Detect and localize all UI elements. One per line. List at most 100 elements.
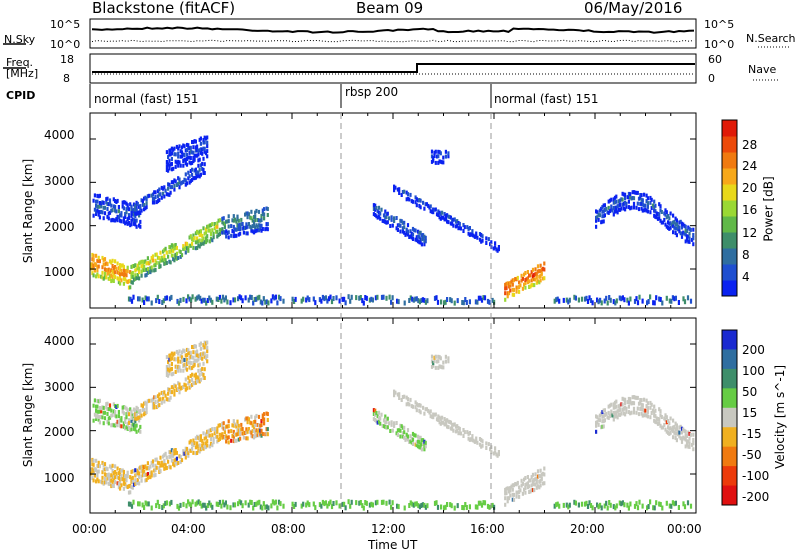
velocity-ground-cell bbox=[341, 501, 344, 507]
velocity-ground-cell bbox=[320, 503, 323, 509]
velocity-cell bbox=[141, 407, 144, 412]
velocity-cell bbox=[235, 432, 238, 437]
power-cell bbox=[175, 245, 178, 250]
power-cell bbox=[177, 176, 180, 181]
power-cell bbox=[415, 238, 418, 243]
power-ground-cell bbox=[240, 295, 243, 301]
power-cell bbox=[454, 219, 458, 224]
velocity-cell bbox=[117, 476, 120, 481]
velocity-cell bbox=[159, 455, 162, 460]
velocity-cell bbox=[381, 423, 384, 428]
power-ground-cell bbox=[217, 297, 220, 302]
velocity-cell bbox=[191, 377, 194, 382]
power-cell bbox=[432, 210, 435, 215]
velocity-cell bbox=[174, 460, 177, 465]
power-cell bbox=[374, 203, 377, 208]
power-cell bbox=[180, 150, 184, 155]
power-cell bbox=[189, 161, 192, 166]
velocity-cell bbox=[193, 362, 196, 367]
velocity-cell bbox=[170, 366, 173, 371]
velocity-cell bbox=[451, 426, 454, 431]
velocity-cell bbox=[665, 415, 668, 420]
velocity-cell bbox=[197, 436, 200, 441]
velocity-cell bbox=[101, 475, 104, 480]
velocity-ground-cell bbox=[350, 499, 353, 505]
power-cell bbox=[106, 271, 109, 276]
power-cell bbox=[627, 199, 630, 204]
power-cell bbox=[448, 215, 451, 219]
power-cell bbox=[265, 226, 268, 231]
velocity-ground-cell bbox=[162, 503, 165, 509]
power-cell bbox=[165, 250, 168, 255]
power-cell bbox=[376, 209, 379, 214]
power-colorbar bbox=[721, 119, 738, 297]
velocity-cell bbox=[692, 432, 695, 437]
power-cell bbox=[533, 277, 536, 282]
power-cell bbox=[199, 242, 202, 247]
velocity-cell bbox=[418, 403, 421, 407]
power-cell bbox=[107, 202, 110, 207]
velocity-cell bbox=[151, 463, 155, 468]
power-cell bbox=[398, 191, 401, 195]
power-cell bbox=[447, 151, 450, 156]
power-ground-cell bbox=[273, 295, 276, 301]
velocity-cell bbox=[539, 483, 542, 488]
power-cell bbox=[257, 209, 261, 214]
velocity-cell bbox=[108, 479, 112, 484]
velocity-ground-cell bbox=[218, 499, 221, 505]
power-cell bbox=[232, 229, 235, 234]
velocity-ground-cell bbox=[318, 502, 321, 508]
velocity-cell bbox=[169, 390, 172, 395]
power-ground-cell bbox=[652, 300, 655, 306]
power-cell bbox=[120, 213, 123, 218]
velocity-cell bbox=[524, 476, 527, 480]
velocity-colorbar-swatch bbox=[722, 330, 737, 350]
power-cell bbox=[141, 259, 144, 264]
velocity-cell bbox=[169, 357, 172, 362]
velocity-cell bbox=[374, 412, 377, 417]
power-cell bbox=[144, 267, 147, 272]
power-cell bbox=[504, 297, 507, 302]
velocity-cell bbox=[411, 404, 415, 409]
velocity-cell bbox=[399, 423, 402, 428]
vel-cb-m15: -15 bbox=[742, 427, 762, 441]
velocity-cell bbox=[540, 472, 543, 477]
velocity-cell bbox=[111, 469, 114, 473]
velocity-ground-cell bbox=[483, 500, 487, 506]
velocity-cell bbox=[596, 415, 599, 420]
power-cell bbox=[621, 191, 624, 196]
velocity-cell bbox=[146, 399, 149, 404]
velocity-cell bbox=[143, 473, 146, 477]
velocity-cell bbox=[95, 468, 98, 473]
velocity-cell bbox=[664, 427, 667, 432]
velocity-cell bbox=[523, 477, 526, 482]
power-cell bbox=[145, 205, 148, 210]
power-cell bbox=[435, 154, 439, 159]
power-cell bbox=[435, 212, 439, 217]
velocity-cell bbox=[177, 351, 180, 356]
velocity-cell bbox=[249, 420, 252, 425]
velocity-cell bbox=[127, 412, 131, 417]
velocity-cell bbox=[114, 409, 117, 414]
velocity-cell bbox=[112, 471, 115, 476]
power-cell bbox=[134, 268, 137, 273]
velocity-cell bbox=[225, 434, 228, 439]
velocity-cell bbox=[97, 399, 100, 404]
velocity-ground-cell bbox=[585, 500, 588, 506]
velocity-cell bbox=[148, 398, 151, 403]
power-cell bbox=[134, 211, 137, 216]
velocity-cell bbox=[197, 363, 200, 368]
velocity-cell bbox=[178, 390, 181, 395]
velocity-cell bbox=[410, 436, 413, 441]
velocity-cell bbox=[643, 397, 646, 402]
power-cell bbox=[188, 235, 191, 240]
power-cell bbox=[518, 289, 521, 294]
power-cell bbox=[539, 263, 542, 268]
power-ground-cell bbox=[556, 296, 559, 302]
power-cell bbox=[97, 194, 100, 199]
power-cell bbox=[424, 235, 427, 240]
velocity-cell bbox=[524, 490, 527, 495]
power-cell bbox=[446, 213, 449, 218]
power-cell bbox=[381, 218, 384, 223]
velocity-cell bbox=[516, 480, 519, 485]
